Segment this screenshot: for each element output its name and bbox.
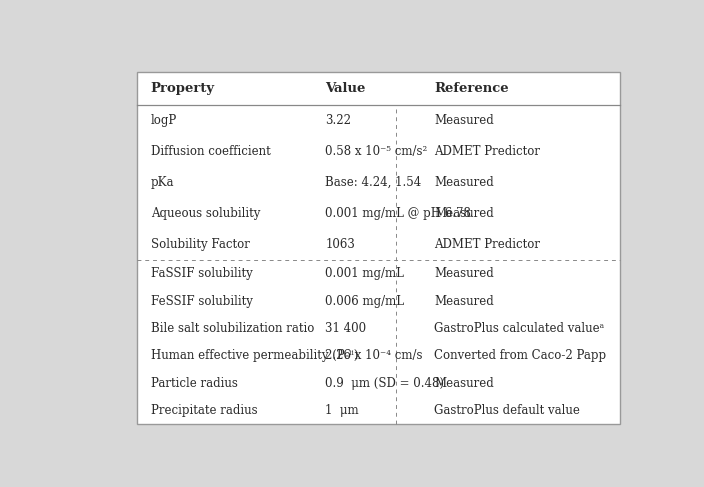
Text: Measured: Measured <box>434 267 494 281</box>
Text: 0.006 mg/mL: 0.006 mg/mL <box>325 295 404 308</box>
Text: Converted from Caco-2 Papp: Converted from Caco-2 Papp <box>434 349 607 362</box>
Text: GastroPlus default value: GastroPlus default value <box>434 404 580 417</box>
Text: 1063: 1063 <box>325 238 356 251</box>
Text: Human effective permeability (Pₑⁱⁱ): Human effective permeability (Pₑⁱⁱ) <box>151 349 358 362</box>
Text: FaSSIF solubility: FaSSIF solubility <box>151 267 253 281</box>
Text: 3.22: 3.22 <box>325 114 351 127</box>
Text: ADMET Predictor: ADMET Predictor <box>434 145 541 158</box>
Text: 31 400: 31 400 <box>325 322 367 335</box>
Text: 0.58 x 10⁻⁵ cm/s²: 0.58 x 10⁻⁵ cm/s² <box>325 145 427 158</box>
Text: 0.001 mg/mL: 0.001 mg/mL <box>325 267 404 281</box>
Text: Value: Value <box>325 82 365 95</box>
Text: Bile salt solubilization ratio: Bile salt solubilization ratio <box>151 322 314 335</box>
FancyBboxPatch shape <box>137 72 620 424</box>
Text: 1  μm: 1 μm <box>325 404 359 417</box>
Text: logP: logP <box>151 114 177 127</box>
Text: Measured: Measured <box>434 295 494 308</box>
Text: Precipitate radius: Precipitate radius <box>151 404 258 417</box>
Text: ADMET Predictor: ADMET Predictor <box>434 238 541 251</box>
Text: Solubility Factor: Solubility Factor <box>151 238 250 251</box>
Text: Particle radius: Particle radius <box>151 376 238 390</box>
Text: Property: Property <box>151 82 215 95</box>
Text: GastroPlus calculated valueᵃ: GastroPlus calculated valueᵃ <box>434 322 605 335</box>
Text: 0.001 mg/mL @ pH 6.78: 0.001 mg/mL @ pH 6.78 <box>325 207 471 220</box>
Text: Aqueous solubility: Aqueous solubility <box>151 207 260 220</box>
Text: 2.26 x 10⁻⁴ cm/s: 2.26 x 10⁻⁴ cm/s <box>325 349 423 362</box>
Text: Measured: Measured <box>434 176 494 189</box>
Text: Base: 4.24, 1.54: Base: 4.24, 1.54 <box>325 176 422 189</box>
Text: FeSSIF solubility: FeSSIF solubility <box>151 295 253 308</box>
Text: Diffusion coefficient: Diffusion coefficient <box>151 145 270 158</box>
Text: Measured: Measured <box>434 207 494 220</box>
Text: Measured: Measured <box>434 376 494 390</box>
Text: Reference: Reference <box>434 82 509 95</box>
Text: Measured: Measured <box>434 114 494 127</box>
Text: pKa: pKa <box>151 176 175 189</box>
Text: 0.9  μm (SD = 0.48): 0.9 μm (SD = 0.48) <box>325 376 444 390</box>
